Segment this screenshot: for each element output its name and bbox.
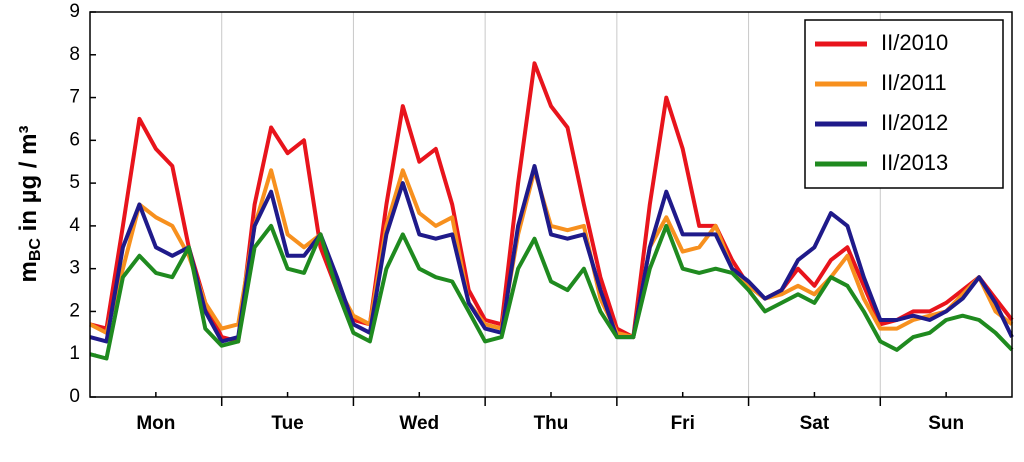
y-axis-label: mBC in µg / m³ (15, 126, 44, 283)
y-tick-label: 8 (69, 44, 80, 65)
y-label-main: m (15, 261, 42, 282)
x-tick-label: Fri (671, 413, 695, 434)
legend-label: II/2013 (881, 150, 948, 175)
x-tick-label: Sat (800, 413, 830, 434)
y-tick-label: 2 (69, 300, 80, 321)
y-label-rest: in µg / m³ (15, 126, 42, 239)
y-tick-label: 5 (69, 172, 80, 193)
y-tick-label: 9 (69, 1, 80, 22)
y-label-sub: BC (27, 238, 44, 262)
y-tick-label: 1 (69, 343, 80, 364)
x-tick-label: Mon (136, 413, 175, 434)
y-tick-label: 4 (69, 215, 80, 236)
legend-label: II/2010 (881, 30, 948, 55)
y-tick-label: 7 (69, 87, 80, 108)
y-tick-label: 3 (69, 258, 80, 279)
y-tick-label: 0 (69, 386, 80, 407)
legend-label: II/2011 (881, 70, 947, 95)
y-tick-label: 6 (69, 129, 80, 150)
series-line (89, 223, 1014, 361)
legend-label: II/2012 (881, 110, 948, 135)
legend-box (804, 19, 1004, 189)
x-tick-label: Thu (534, 413, 569, 434)
x-tick-label: Sun (928, 413, 964, 434)
x-tick-label: Wed (399, 413, 439, 434)
plot-frame (89, 11, 1013, 398)
x-tick-label: Tue (271, 413, 303, 434)
